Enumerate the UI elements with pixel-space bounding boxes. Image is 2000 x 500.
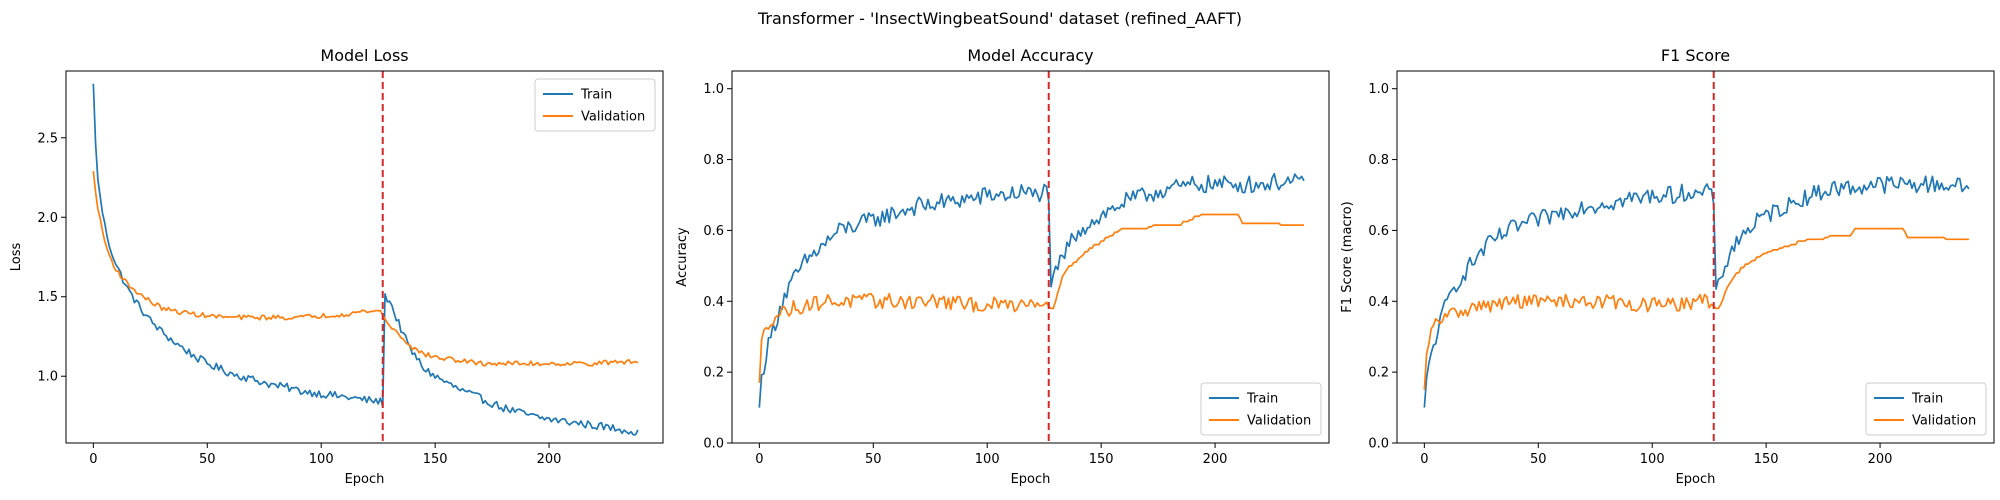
x-tick-label: 100 bbox=[309, 452, 334, 467]
y-tick-label: 1.0 bbox=[37, 370, 58, 385]
legend-box bbox=[1200, 382, 1322, 436]
x-axis-label: Epoch bbox=[1676, 472, 1716, 487]
x-tick-label: 150 bbox=[1754, 452, 1779, 467]
chart-title: Model Accuracy bbox=[967, 46, 1093, 65]
y-tick-label: 0.8 bbox=[1368, 153, 1389, 168]
legend-box bbox=[1865, 382, 1987, 436]
legend-label: Train bbox=[1246, 392, 1278, 407]
legend: Train Validation bbox=[1200, 382, 1322, 436]
chart-title: F1 Score bbox=[1661, 46, 1730, 65]
chart-title: Model Loss bbox=[320, 46, 408, 65]
legend-label: Validation bbox=[581, 110, 645, 125]
series-line-train bbox=[92, 83, 639, 436]
x-tick-label: 100 bbox=[1640, 452, 1665, 467]
x-tick-label: 200 bbox=[537, 452, 562, 467]
x-tick-label: 150 bbox=[1089, 452, 1114, 467]
x-axis-label: Epoch bbox=[1011, 472, 1051, 487]
y-tick-label: 0.8 bbox=[703, 153, 724, 168]
series-line-validation bbox=[758, 213, 1304, 383]
legend-label: Train bbox=[580, 88, 612, 103]
figure-title: Transformer - 'InsectWingbeatSound' data… bbox=[757, 9, 1242, 29]
y-tick-label: 0.0 bbox=[1368, 437, 1389, 452]
y-tick-label: 0.0 bbox=[703, 437, 724, 452]
legend-label: Validation bbox=[1912, 414, 1976, 429]
y-tick-label: 0.2 bbox=[1368, 366, 1389, 381]
x-tick-label: 200 bbox=[1203, 452, 1228, 467]
y-tick-label: 1.0 bbox=[703, 82, 724, 97]
y-tick-label: 0.4 bbox=[703, 295, 724, 310]
y-tick-label: 2.5 bbox=[37, 131, 58, 146]
series-line-train bbox=[1423, 175, 1970, 408]
chart-panel-3: F1 Score 0 50 100 150 200 0.0 0.2 0.4 0.6 0.8 1.0 Ep… bbox=[1340, 46, 1995, 487]
x-tick-label: 200 bbox=[1868, 452, 1893, 467]
y-tick-label: 0.6 bbox=[1368, 224, 1389, 239]
legend-label: Validation bbox=[1247, 414, 1311, 429]
series-line-validation bbox=[92, 171, 639, 367]
y-tick-label: 1.5 bbox=[37, 290, 58, 305]
x-tick-label: 0 bbox=[1420, 452, 1428, 467]
legend: Train Validation bbox=[1865, 382, 1987, 436]
plot-frame bbox=[65, 70, 664, 444]
series-line-validation bbox=[1423, 227, 1969, 390]
y-tick-label: 1.0 bbox=[1368, 82, 1389, 97]
plot-frame bbox=[731, 70, 1330, 444]
series-line-train bbox=[758, 172, 1305, 408]
y-tick-label: 2.0 bbox=[37, 211, 58, 226]
y-tick-label: 0.4 bbox=[1368, 295, 1389, 310]
y-axis-label: F1 Score (macro) bbox=[1340, 201, 1355, 312]
y-axis-label: Accuracy bbox=[675, 227, 690, 287]
x-tick-label: 150 bbox=[423, 452, 448, 467]
y-tick-label: 0.6 bbox=[703, 224, 724, 239]
x-tick-label: 50 bbox=[1530, 452, 1547, 467]
legend-box bbox=[534, 78, 656, 132]
x-tick-label: 0 bbox=[89, 452, 97, 467]
chart-panel-2: Model Accuracy 0 50 100 150 200 0.0 0.2 0.4 0.6 0.… bbox=[675, 46, 1330, 487]
x-tick-label: 100 bbox=[975, 452, 1000, 467]
legend-label: Train bbox=[1911, 392, 1943, 407]
y-tick-label: 0.2 bbox=[703, 366, 724, 381]
chart-panels: Model Loss 0 50 100 150 200 1.0 1.5 2.0 2.5 Epoch L… bbox=[9, 46, 1995, 487]
legend: Train Validation bbox=[534, 78, 656, 132]
x-tick-label: 0 bbox=[755, 452, 763, 467]
y-axis-label: Loss bbox=[9, 243, 24, 272]
plot-frame bbox=[1396, 70, 1995, 444]
x-tick-label: 50 bbox=[199, 452, 216, 467]
x-tick-label: 50 bbox=[865, 452, 882, 467]
chart-panel-1: Model Loss 0 50 100 150 200 1.0 1.5 2.0 2.5 Epoch L… bbox=[9, 46, 664, 487]
x-axis-label: Epoch bbox=[345, 472, 385, 487]
